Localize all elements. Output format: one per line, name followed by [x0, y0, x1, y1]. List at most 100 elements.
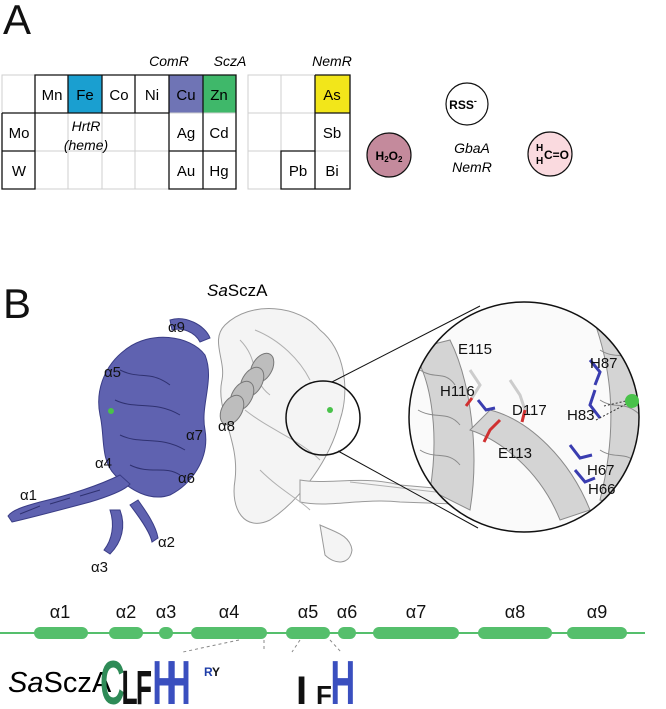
helix-label-a7: α7: [186, 427, 203, 444]
panel-b-structure: SaSczA: [7, 281, 640, 576]
label-hrtr: HrtR: [72, 118, 101, 134]
topo-label-a5: α5: [298, 602, 318, 622]
residue-labels: E115 H116 D117 H87 H83 E113 H67 H66: [440, 341, 618, 498]
label-nemr-top: NemR: [312, 53, 352, 69]
logo1-y: Y: [212, 665, 220, 679]
logo1-l: L: [122, 662, 138, 706]
residue-e113: E113: [498, 445, 532, 462]
cell-cu-fill: [169, 75, 203, 113]
topology-labels: α1 α2 α3 α4 α5 α6 α7 α8 α9: [50, 602, 607, 622]
zinc-center: [327, 407, 333, 413]
element-bi: Bi: [325, 163, 338, 180]
topo-label-a8: α8: [505, 602, 525, 622]
element-ni: Ni: [145, 87, 159, 104]
residue-h83: H83: [567, 407, 595, 424]
topology-and-logo: α1 α2 α3 α4 α5 α6 α7 α8 α9 SaSczA C R Y …: [0, 602, 645, 706]
helix-bar-a1: [34, 627, 88, 639]
residue-h66: H66: [588, 481, 616, 498]
helix-bar-a3: [159, 627, 173, 639]
topo-label-a3: α3: [156, 602, 176, 622]
structure-title: SaSczA: [207, 281, 268, 300]
rss-circle: [445, 82, 489, 126]
helix-bar-a4: [191, 627, 267, 639]
helix-bar-a2: [109, 627, 143, 639]
label-comr: ComR: [149, 53, 189, 69]
zoom-circle-outline: [408, 301, 640, 533]
element-ag: Ag: [177, 125, 195, 142]
cell-zn-fill: [203, 75, 236, 113]
element-pb: Pb: [289, 163, 307, 180]
helix-label-a8: α8: [218, 418, 235, 435]
formaldehyde-h1: H: [536, 143, 543, 154]
rss-label: RSS-: [449, 96, 477, 112]
panel-a-letter: A: [3, 0, 32, 43]
helix-bar-a5: [286, 627, 330, 639]
cell-as-fill: [315, 75, 350, 113]
residue-d117: D117: [512, 402, 547, 419]
element-mo: Mo: [9, 125, 30, 142]
element-as: As: [323, 87, 341, 104]
helix-bar-a9: [567, 627, 627, 639]
logo2-h: H: [331, 648, 356, 706]
cell-fe-fill: [68, 75, 102, 113]
sequence-logo-1: C R Y L F H H: [100, 648, 220, 706]
sequence-logo-2: I F H: [296, 648, 355, 706]
topology-helices: [34, 627, 627, 639]
alpha8-helix: [219, 352, 275, 426]
helix-labels: α9 α5 α8 α7 α4 α6 α1 α2 α3: [20, 319, 235, 576]
topo-label-a1: α1: [50, 602, 70, 622]
panel-b-letter: B: [3, 280, 32, 327]
h2o2-circle: [366, 132, 412, 178]
helix-bar-a8: [478, 627, 552, 639]
label-gbaa: GbaA: [454, 140, 490, 156]
topo-label-a4: α4: [219, 602, 239, 622]
logo-label: SaSczA: [8, 667, 112, 699]
residue-e115: E115: [458, 341, 492, 358]
panel-a-diagram: ComR SczA NemR: [1, 53, 573, 190]
helix-label-a5: α5: [104, 364, 121, 381]
topo-label-a2: α2: [116, 602, 136, 622]
helix-bar-a7: [373, 627, 459, 639]
logo1-c: C: [100, 648, 125, 706]
logo1-r: R: [204, 665, 213, 679]
zoom-line-bottom: [337, 450, 479, 529]
element-sb: Sb: [323, 125, 341, 142]
residue-h116: H116: [440, 383, 475, 400]
logo-connectors: [182, 639, 342, 653]
logo1-h2: H: [166, 648, 191, 706]
element-hg: Hg: [209, 163, 228, 180]
element-mn: Mn: [42, 87, 63, 104]
formaldehyde-circle: [527, 131, 573, 177]
white-protomer: [217, 308, 483, 563]
residue-h87: H87: [590, 355, 618, 372]
logo2-f: F: [316, 680, 332, 706]
right-grid-text: As Sb Pb Bi: [289, 87, 341, 180]
logo1-f: F: [136, 662, 152, 706]
element-co: Co: [109, 87, 128, 104]
element-zn: Zn: [210, 87, 228, 104]
helix-bar-a6: [338, 627, 356, 639]
zoom-source-circle: [285, 380, 361, 456]
right-grid-bold: [280, 74, 351, 190]
element-cu: Cu: [176, 87, 195, 104]
formaldehyde-co: C=O: [544, 148, 569, 162]
topo-label-a9: α9: [587, 602, 607, 622]
label-heme: (heme): [64, 137, 108, 153]
zinc-left: [108, 408, 114, 414]
zinc-zoom: [625, 394, 639, 408]
helix-label-a4: α4: [95, 455, 112, 472]
helix-label-a2: α2: [158, 534, 175, 551]
helix-label-a6: α6: [178, 470, 195, 487]
blue-helix-strokes: [19, 369, 186, 515]
logo1-h1: H: [152, 648, 177, 706]
element-fe: Fe: [76, 87, 94, 104]
logo2-i: I: [296, 669, 307, 706]
zoom-content: [409, 302, 639, 532]
topo-label-a7: α7: [406, 602, 426, 622]
formaldehyde-h2: H: [536, 156, 543, 167]
element-w: W: [12, 163, 27, 180]
label-nemr-bottom: NemR: [452, 159, 492, 175]
topo-label-a6: α6: [337, 602, 357, 622]
helix-label-a9: α9: [168, 319, 185, 336]
